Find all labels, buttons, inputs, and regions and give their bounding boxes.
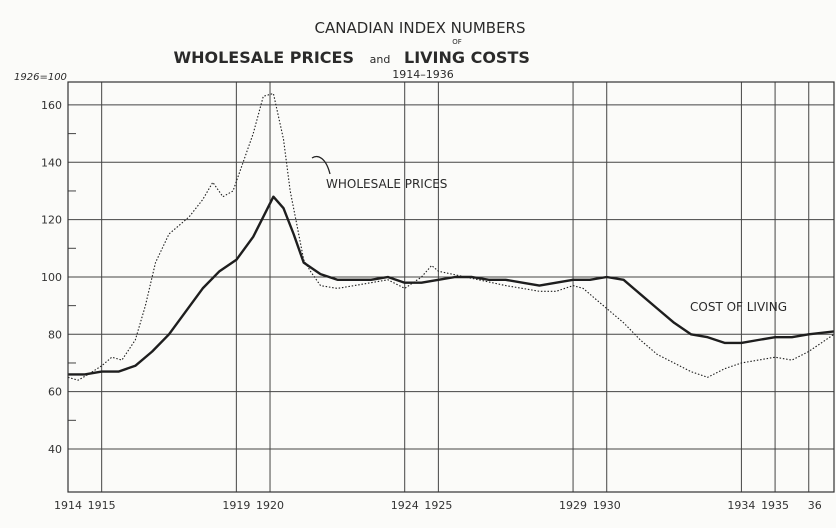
chart-grid [68,82,834,492]
chart-subtitle: 1914–1936 [392,68,454,81]
y-tick-label: 120 [41,214,62,227]
series-cost-of-living-line [68,195,835,376]
x-tick-label: 1929 [559,499,587,512]
y-tick-label: 140 [41,156,62,169]
y-tick-label: 160 [41,99,62,112]
x-tick-label: 1930 [593,499,621,512]
chart-series [67,92,835,381]
y-tick-label: 60 [48,386,62,399]
x-tick-label: 1935 [761,499,789,512]
chart-title-living: LIVING COSTS [404,48,530,67]
y-axis-label: 1926=100 [14,72,67,83]
chart-titles: CANADIAN INDEX NUMBERS OF WHOLESALE PRIC… [14,19,530,83]
chart-title-line1: CANADIAN INDEX NUMBERS [314,19,525,37]
chart-title-and: and [370,53,391,66]
x-tick-label: 1924 [391,499,419,512]
x-axis-ticks: 1914 1915 1919 1920 1924 1925 1929 1930 1934 1935… [54,499,822,512]
wholesale-leader-arrow [311,155,331,175]
annotation-wholesale-prices: WHOLESALE PRICES [326,177,447,191]
x-tick-label: 1915 [88,499,116,512]
series-wholesale-prices-line [67,92,835,381]
x-tick-label: 1914 [54,499,82,512]
y-tick-label: 80 [48,328,62,341]
annotation-cost-of-living: COST OF LIVING [690,300,787,314]
x-tick-label: 1925 [424,499,452,512]
chart-title-wholesale: WHOLESALE PRICES [173,48,354,67]
chart-annotations: WHOLESALE PRICES COST OF LIVING [311,155,787,314]
y-axis-ticks: 40 60 80 100 120 140 160 [41,99,62,456]
plot-frame [67,81,835,493]
x-tick-label: 36 [808,499,822,512]
x-tick-label: 1920 [256,499,284,512]
y-tick-label: 40 [48,443,62,456]
y-tick-label: 100 [41,271,62,284]
x-tick-label: 1919 [222,499,250,512]
x-tick-label: 1934 [727,499,755,512]
chart-title-of: OF [452,38,462,46]
